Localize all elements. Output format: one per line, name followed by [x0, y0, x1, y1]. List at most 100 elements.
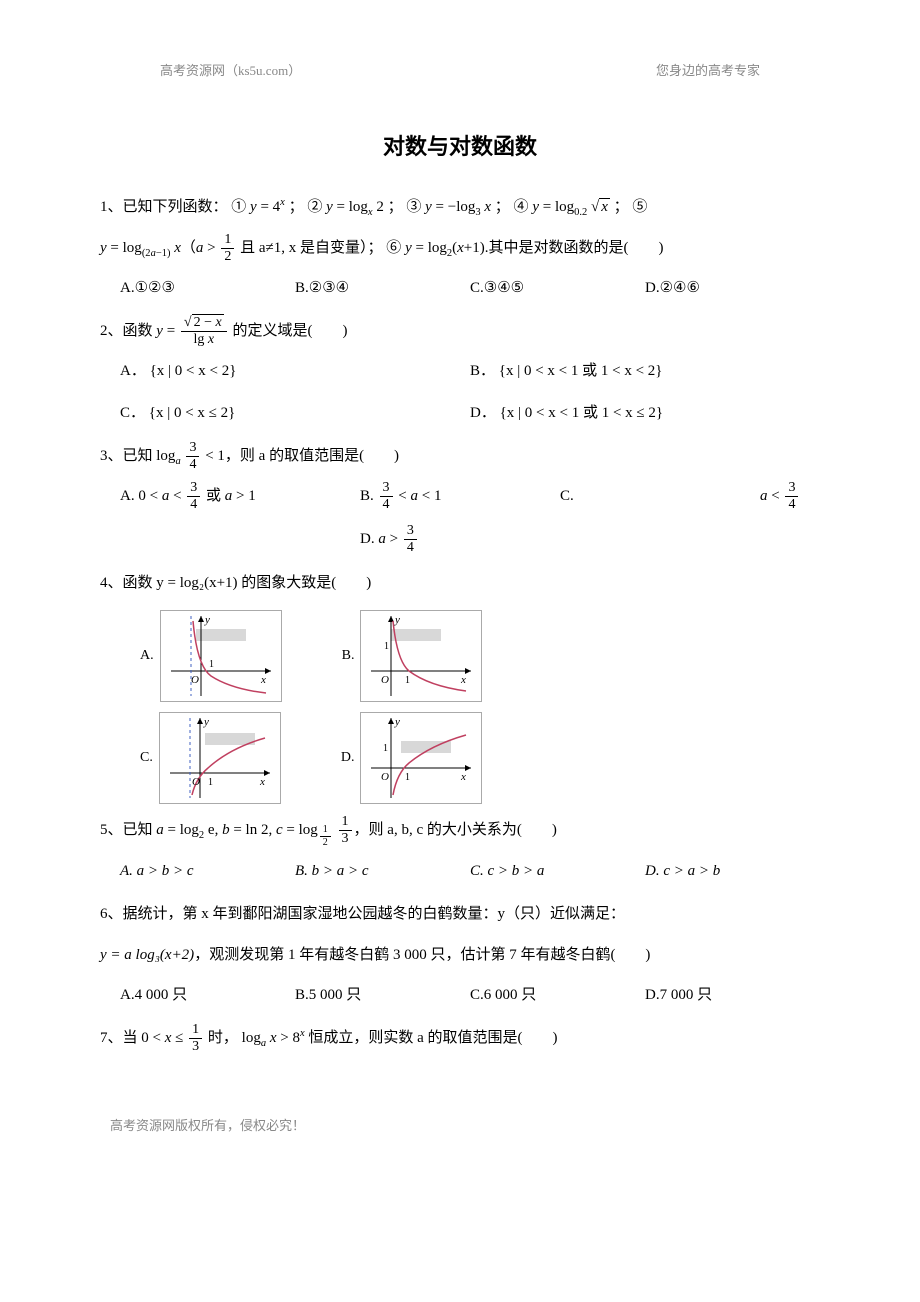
q4-stem: 4、函数 y = log₂(x+1) 的图象大致是( ) — [100, 575, 371, 591]
x-arrow-icon — [465, 765, 471, 771]
y-arrow-icon — [197, 718, 203, 724]
y-label: y — [204, 614, 210, 626]
question-4: 4、函数 y = log₂(x+1) 的图象大致是( ) — [100, 567, 820, 600]
q3-prefix: 3、已知 — [100, 448, 153, 464]
q4-graph-D: D. y x O 1 1 — [341, 712, 483, 804]
q1-cond: 且 a≠1, x 是自变量）； — [240, 240, 382, 256]
question-6a: 6、据统计，第 x 年到鄱阳湖国家湿地公园越冬的白鹤数量：y（只）近似满足： — [100, 898, 820, 931]
q3-optA-prefix: A. — [120, 488, 135, 504]
q3-options-row2: D. a > 34 — [100, 524, 820, 555]
q1-optB: B.②③④ — [295, 273, 470, 303]
q6-optC: C.6 000 只 — [470, 980, 645, 1010]
q2-optB: B． {x | 0 < x < 1 或 1 < x < 2} — [470, 356, 820, 386]
q4-graph-C: C. y x O 1 — [140, 712, 281, 804]
page-footer: 高考资源网版权所有，侵权必究！ — [100, 1115, 820, 1134]
header-right: 您身边的高考专家 — [656, 60, 760, 79]
q2-optD: D． {x | 0 < x < 1 或 1 < x ≤ 2} — [470, 398, 820, 428]
q1-options: A.①②③ B.②③④ C.③④⑤ D.②④⑥ — [100, 273, 820, 303]
one-label-x: 1 — [405, 772, 410, 783]
o-label: O — [381, 771, 389, 783]
x-label: x — [260, 674, 266, 686]
o-label: O — [192, 776, 200, 788]
question-3: 3、已知 loga 34 < 1，则 a 的取值范围是( ) — [100, 440, 820, 473]
q5-optB: B. b > a > c — [295, 856, 470, 886]
q2-options-row2: C． {x | 0 < x ≤ 2} D． {x | 0 < x < 1 或 1… — [100, 398, 820, 428]
q1-stem-prefix: 1、已知下列函数： — [100, 199, 228, 215]
question-1b: y = log(2a−1) x（a > 12 且 a≠1, x 是自变量）； ⑥… — [100, 232, 820, 265]
q7-mid: 时， — [208, 1030, 238, 1046]
q4-label-D: D. — [341, 750, 355, 766]
q3-optD: D. a > 34 — [360, 524, 419, 555]
q6-optA: A.4 000 只 — [120, 980, 295, 1010]
one-label-y: 1 — [383, 743, 388, 754]
q4-graph-B: B. y x O 1 1 — [342, 610, 483, 702]
curve — [192, 738, 265, 795]
question-2: 2、函数 y = √2 − xlg x 的定义域是( ) — [100, 315, 820, 348]
one-label-x: 1 — [405, 675, 410, 686]
watermark-rect — [391, 629, 441, 641]
q7-suffix: 恒成立，则实数 a 的取值范围是( ) — [308, 1030, 557, 1046]
q2-optA-prefix: A． — [120, 363, 146, 379]
y-label: y — [394, 614, 400, 626]
y-arrow-icon — [388, 718, 394, 724]
q2-optC: C． {x | 0 < x ≤ 2} — [120, 398, 470, 428]
question-5: 5、已知 a = log2 e, b = ln 2, c = log12 13，… — [100, 814, 820, 847]
q3-optC-val: a < 34 — [760, 481, 800, 512]
q6-formula: y = a log₃(x+2) — [100, 947, 194, 963]
q3-optB: B. 34 < a < 1 — [360, 481, 520, 512]
question-6b: y = a log₃(x+2)，观测发现第 1 年有越冬白鹤 3 000 只，估… — [100, 939, 820, 972]
one-label: 1 — [208, 777, 213, 788]
q6-optB: B.5 000 只 — [295, 980, 470, 1010]
x-arrow-icon — [264, 770, 270, 776]
q6-options: A.4 000 只 B.5 000 只 C.6 000 只 D.7 000 只 — [100, 980, 820, 1010]
q1-tail: .其中是对数函数的是( ) — [485, 240, 664, 256]
x-arrow-icon — [265, 668, 271, 674]
q1-optC: C.③④⑤ — [470, 273, 645, 303]
page-header: 高考资源网（ks5u.com） 您身边的高考专家 — [100, 60, 820, 79]
x-arrow-icon — [465, 668, 471, 674]
question-7: 7、当 0 < x ≤ 13 时， loga x > 8x 恒成立，则实数 a … — [100, 1022, 820, 1055]
q3-optA-mid: 或 — [206, 488, 221, 504]
y-arrow-icon — [198, 616, 204, 622]
q3-optC-prefix: C. — [560, 488, 574, 504]
q5-mid: ，则 a, b, c 的大小关系为( ) — [354, 822, 557, 838]
q4-graphs-row1: A. y x O 1 B. — [140, 610, 820, 702]
one-label: 1 — [209, 659, 214, 670]
graph-C-svg: y x O 1 — [159, 712, 281, 804]
header-left: 高考资源网（ks5u.com） — [160, 60, 301, 79]
q2-optD-set: {x | 0 < x < 1 或 1 < x ≤ 2} — [500, 405, 664, 421]
q2-optD-prefix: D． — [470, 405, 496, 421]
q2-optC-set: {x | 0 < x ≤ 2} — [149, 405, 236, 421]
q4-label-B: B. — [342, 648, 355, 664]
q2-optB-prefix: B． — [470, 363, 495, 379]
q2-optB-set: {x | 0 < x < 1 或 1 < x < 2} — [499, 363, 663, 379]
y-label: y — [203, 716, 209, 728]
q6-optD: D.7 000 只 — [645, 980, 820, 1010]
q5-optC: C. c > b > a — [470, 856, 645, 886]
q2-options-row1: A． {x | 0 < x < 2} B． {x | 0 < x < 1 或 1… — [100, 356, 820, 386]
q2-optA: A． {x | 0 < x < 2} — [120, 356, 470, 386]
q2-optC-prefix: C． — [120, 405, 145, 421]
q5-optD: D. c > a > b — [645, 856, 820, 886]
q1-optA: A.①②③ — [120, 273, 295, 303]
q3-optD-prefix: D. — [360, 531, 375, 547]
q3-options-row1: A. 0 < a < 34 或 a > 1 B. 34 < a < 1 C. a… — [100, 481, 820, 512]
q5-options: A. a > b > c B. b > a > c C. c > b > a D… — [100, 856, 820, 886]
q6-l2b: ，观测发现第 1 年有越冬白鹤 3 000 只，估计第 7 年有越冬白鹤( ) — [194, 947, 650, 963]
q1-optD: D.②④⑥ — [645, 273, 820, 303]
o-label: O — [191, 674, 199, 686]
q7-prefix: 7、当 — [100, 1030, 138, 1046]
q4-graphs-row2: C. y x O 1 D. — [140, 712, 820, 804]
graph-D-svg: y x O 1 1 — [360, 712, 482, 804]
watermark-rect — [196, 629, 246, 641]
question-1: 1、已知下列函数： ① y = 4x ； ② y = logx 2 ； ③ y … — [100, 191, 820, 224]
x-label: x — [460, 771, 466, 783]
x-label: x — [460, 674, 466, 686]
one-label: 1 — [384, 641, 389, 652]
q3-optC: C. — [560, 481, 720, 512]
q3-optB-prefix: B. — [360, 488, 374, 504]
q2-suffix: 的定义域是( ) — [232, 323, 347, 339]
y-label: y — [394, 716, 400, 728]
x-label: x — [259, 776, 265, 788]
q5-prefix: 5、已知 — [100, 822, 153, 838]
